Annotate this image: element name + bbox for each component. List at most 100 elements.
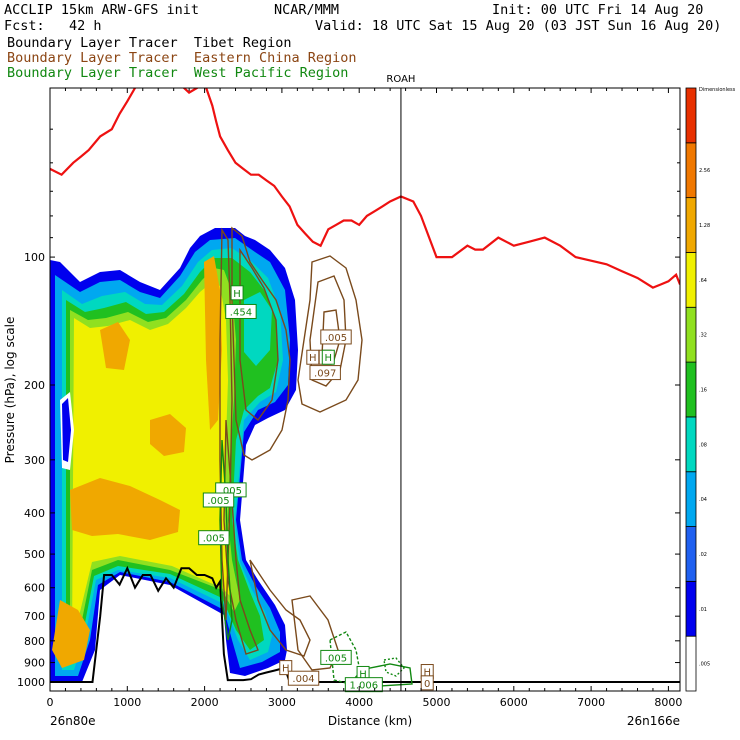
tracer-fill-blue-gap — [62, 398, 71, 462]
china-contour-7 — [249, 559, 311, 657]
legend-tibet: Boundary Layer Tracer Tibet Region — [7, 35, 292, 51]
tracer-label: H — [359, 669, 367, 680]
x-tick-label: 6000 — [500, 696, 528, 709]
y-tick-label: 400 — [24, 507, 45, 520]
tracer-fill-orange — [52, 600, 90, 668]
tracer-fill-orange-4 — [204, 256, 222, 430]
colorbar-level: .08 — [699, 442, 707, 448]
tropopause-line — [50, 88, 680, 289]
colorbar: .005 .01 .02 .04 .08 .16 .32 .64 1.28 2.56 Dimensi… — [685, 87, 736, 692]
tracer-label-box — [287, 670, 320, 686]
colorbar-swatch — [685, 580, 697, 637]
tracer-label: .005 — [220, 486, 242, 497]
y-tick-label: 700 — [24, 610, 45, 623]
colorbar-swatch — [685, 197, 697, 253]
x-axis: 0 1000 2000 3000 4000 5000 6000 7000 8000 — [47, 88, 682, 709]
x-tick-label: 2000 — [191, 696, 219, 709]
china-contour-6 — [223, 419, 259, 655]
colorbar-level: .04 — [699, 497, 707, 503]
y-tick-label: 200 — [24, 379, 45, 392]
x-tick-label: 3000 — [268, 696, 296, 709]
tracer-label-box — [309, 365, 341, 381]
tracer-label-box — [344, 677, 383, 693]
colorbar-title: Dimensionless — [699, 87, 736, 93]
tracer-label: .005 — [325, 333, 347, 344]
tracer-label: .005 — [203, 534, 225, 545]
colorbar-level: .32 — [699, 333, 707, 339]
tracer-label: H — [423, 668, 431, 679]
terrain-layer — [50, 565, 680, 683]
tracer-label: .454 — [230, 307, 252, 318]
tracer-fill-orange-2 — [70, 478, 180, 540]
terrain-line — [50, 565, 680, 683]
colorbar-swatch — [685, 416, 697, 473]
pacific-contour-3 — [383, 657, 405, 677]
china-contour-3 — [297, 255, 363, 413]
x-tick-label: 4000 — [345, 696, 373, 709]
tracer-fill-yellow — [72, 282, 230, 648]
left-endpoint: 26n80e — [50, 714, 96, 728]
tracer-label: H — [233, 289, 241, 300]
tracer-shading — [50, 228, 298, 682]
model-title: ACCLIP 15km ARW-GFS init — [4, 2, 200, 18]
colorbar-swatch — [685, 635, 697, 692]
right-endpoint: 26n166e — [627, 714, 680, 728]
tracer-label: H — [309, 353, 317, 364]
roah-marker-label: ROAH — [386, 74, 415, 85]
colorbar-level: .01 — [699, 607, 707, 613]
colorbar-swatch — [685, 361, 697, 418]
y-axis: 100 200 300 400 500 600 700 800 900 1000 — [17, 128, 680, 689]
y-axis-title: Pressure (hPa), log scale — [3, 317, 17, 464]
plot-frame — [49, 87, 681, 692]
colorbar-level: 2.56 — [699, 168, 710, 174]
colorbar-swatch — [685, 526, 697, 582]
colorbar-level: .64 — [699, 278, 707, 284]
y-tick-label: 900 — [24, 657, 45, 670]
init-time: Init: 00 UTC Fri 14 Aug 20 — [492, 2, 704, 18]
tracer-label: .097 — [314, 369, 336, 380]
forecast-hour: Fcst: 42 h — [4, 18, 102, 34]
tracer-label: .004 — [292, 674, 314, 685]
y-tick-label: 300 — [24, 454, 45, 467]
y-tick-label: 100 — [24, 251, 45, 264]
org-label: NCAR/MMM — [274, 2, 340, 18]
colorbar-swatch — [685, 142, 697, 199]
y-tick-label: 600 — [24, 582, 45, 595]
tracer-label-box — [420, 675, 434, 691]
colorbar-swatch — [685, 471, 697, 527]
tracer-label-box — [202, 492, 235, 508]
x-tick-label: 0 — [47, 696, 54, 709]
tracer-label-box — [230, 285, 244, 301]
y-tick-label: 800 — [24, 635, 45, 648]
tracer-label: H — [325, 353, 333, 364]
tracer-fill-orange-3 — [150, 414, 186, 456]
china-contour-5 — [321, 309, 341, 361]
x-tick-label: 8000 — [654, 696, 682, 709]
tracer-label-box — [225, 303, 257, 319]
colorbar-level: .005 — [699, 662, 710, 668]
tracer-label: 0 — [424, 679, 430, 690]
tracer-fill-orange-5 — [100, 322, 130, 370]
x-tick-label: 1000 — [113, 696, 141, 709]
colorbar-swatch — [685, 252, 697, 308]
x-tick-label: 7000 — [577, 696, 605, 709]
colorbar-level: .02 — [699, 552, 707, 558]
x-axis-title: Distance (km) — [328, 714, 412, 728]
china-contour-2 — [239, 247, 279, 422]
tracer-label: .005 — [325, 653, 347, 664]
colorbar-level: .16 — [699, 388, 707, 394]
colorbar-swatch — [685, 87, 697, 144]
tracer-label: .005 — [207, 496, 229, 507]
tracer-label-box — [321, 349, 335, 365]
tracer-label-box — [320, 329, 352, 345]
x-tick-label: 5000 — [423, 696, 451, 709]
valid-time: Valid: 18 UTC Sat 15 Aug 20 (03 JST Sun … — [315, 18, 722, 34]
colorbar-level: 1.28 — [699, 223, 710, 229]
colorbar-swatch — [685, 306, 697, 363]
y-tick-label: 500 — [24, 548, 45, 561]
china-contour-1 — [231, 226, 291, 461]
legend-west-pacific: Boundary Layer Tracer West Pacific Regio… — [7, 65, 349, 81]
tracer-label: H — [282, 664, 290, 675]
y-tick-label: 1000 — [17, 676, 45, 689]
